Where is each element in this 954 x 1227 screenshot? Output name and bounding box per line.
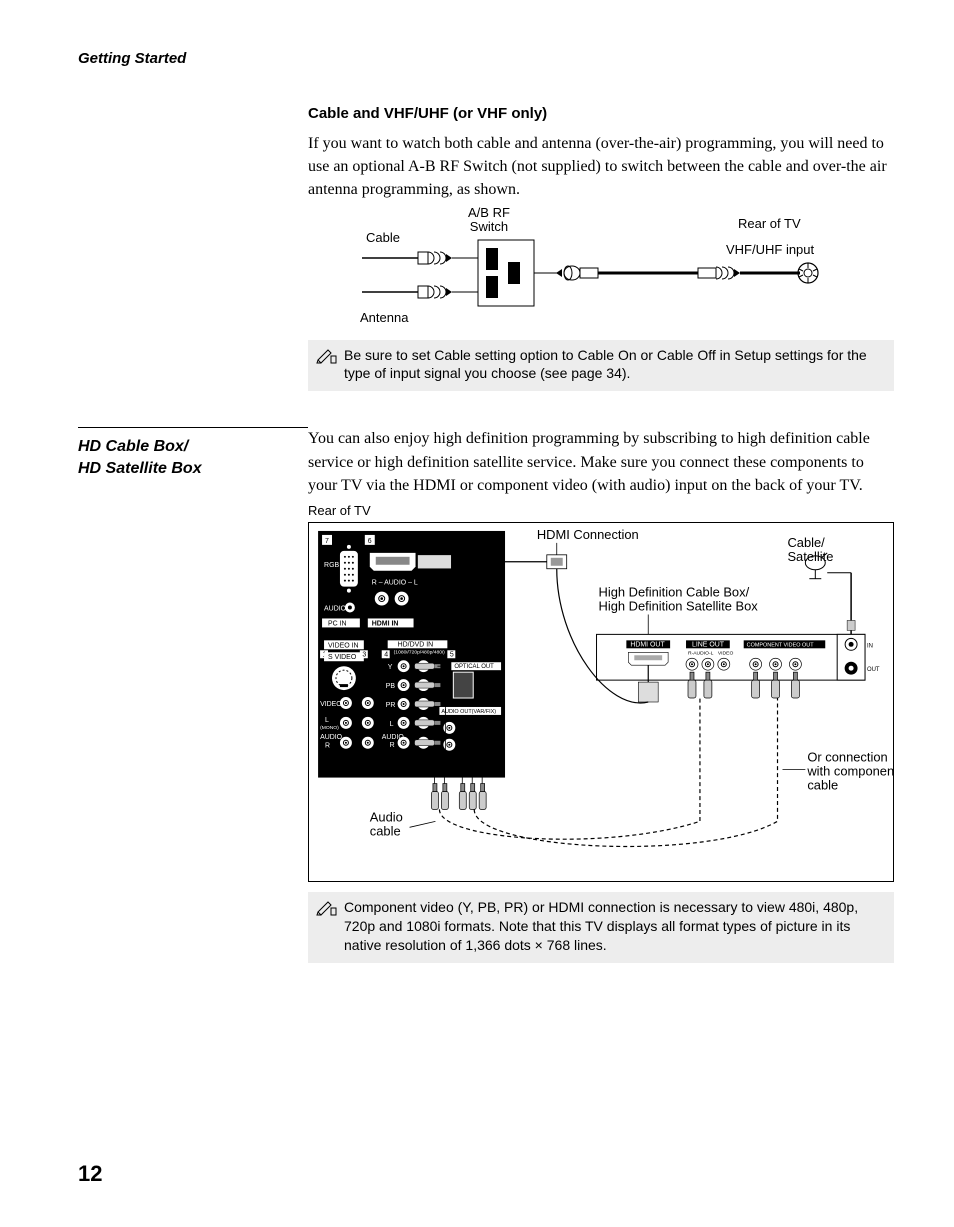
svg-text:High Definition Cable Box/: High Definition Cable Box/	[599, 584, 750, 599]
svg-text:OUT: OUT	[867, 667, 880, 673]
running-header: Getting Started	[78, 50, 894, 67]
svg-text:6: 6	[368, 538, 372, 545]
note2-text: Component video (Y, PB, PR) or HDMI conn…	[344, 899, 858, 953]
svg-text:VIDEO IN: VIDEO IN	[328, 642, 359, 649]
svg-text:VIDEO: VIDEO	[718, 650, 734, 656]
svg-text:L: L	[325, 717, 329, 724]
svg-text:High Definition Satellite Box: High Definition Satellite Box	[599, 598, 759, 613]
svg-text:Cable/: Cable/	[787, 535, 825, 550]
svg-text:Audio: Audio	[370, 809, 403, 824]
svg-text:(1080i/720p/480p/480i): (1080i/720p/480p/480i)	[394, 649, 445, 655]
section1-paragraph: If you want to watch both cable and ante…	[308, 132, 894, 202]
svg-text:COMPONENT VIDEO OUT: COMPONENT VIDEO OUT	[747, 642, 815, 648]
diagram-hd-connection: 7 6 RGB AUDIO PC IN R – AUDIO – L	[308, 522, 894, 882]
diagram-ab-switch: A/B RF Switch Cable Antenna Rear of TV V…	[308, 210, 894, 340]
svg-text:7: 7	[325, 538, 329, 545]
sidebar-heading: HD Cable Box/HD Satellite Box	[78, 427, 308, 962]
svg-text:HDMI OUT: HDMI OUT	[630, 641, 665, 648]
svg-text:Or connection: Or connection	[807, 750, 887, 765]
svg-text:4: 4	[384, 651, 388, 658]
svg-text:OPTICAL OUT: OPTICAL OUT	[454, 664, 494, 670]
svg-text:Y: Y	[388, 664, 393, 671]
svg-text:RGB: RGB	[324, 562, 339, 569]
svg-text:HDMI IN: HDMI IN	[372, 620, 399, 627]
svg-text:PB: PB	[386, 683, 396, 690]
svg-text:(MONO): (MONO)	[320, 725, 339, 731]
svg-text:HDMI Connection: HDMI Connection	[537, 527, 639, 542]
svg-text:R – AUDIO – L: R – AUDIO – L	[372, 580, 418, 587]
svg-text:PC IN: PC IN	[328, 620, 347, 627]
svg-text:PR: PR	[386, 702, 396, 709]
svg-text:3: 3	[362, 651, 366, 658]
svg-text:R-AUDIO-L: R-AUDIO-L	[688, 650, 714, 656]
svg-text:cable: cable	[807, 777, 838, 792]
note1-text: Be sure to set Cable setting option to C…	[344, 347, 867, 382]
svg-text:IN: IN	[867, 643, 873, 649]
section2-paragraph: You can also enjoy high definition progr…	[308, 427, 894, 497]
svg-text:AUDIO: AUDIO	[324, 605, 347, 612]
pencil-icon	[316, 898, 338, 916]
svg-text:AUDIO: AUDIO	[320, 734, 343, 741]
svg-text:R: R	[325, 743, 330, 750]
svg-text:with component: with component	[806, 763, 893, 778]
section1-heading: Cable and VHF/UHF (or VHF only)	[308, 105, 894, 122]
svg-text:LINE OUT: LINE OUT	[692, 641, 725, 648]
svg-text:VIDEO: VIDEO	[320, 701, 342, 708]
note-box-1: Be sure to set Cable setting option to C…	[308, 340, 894, 392]
page-number: 12	[78, 1161, 102, 1187]
svg-text:S VIDEO: S VIDEO	[328, 654, 357, 661]
note-box-2: Component video (Y, PB, PR) or HDMI conn…	[308, 892, 894, 963]
svg-text:cable: cable	[370, 823, 401, 838]
svg-text:L: L	[390, 721, 394, 728]
pencil-icon	[316, 346, 338, 364]
svg-text:HD/DVD IN: HD/DVD IN	[398, 641, 434, 648]
rear-of-tv-label: Rear of TV	[308, 503, 894, 518]
svg-text:5: 5	[450, 651, 454, 658]
svg-text:R: R	[390, 742, 395, 749]
svg-text:AUDIO OUT(VAR/FIX): AUDIO OUT(VAR/FIX)	[441, 709, 496, 715]
